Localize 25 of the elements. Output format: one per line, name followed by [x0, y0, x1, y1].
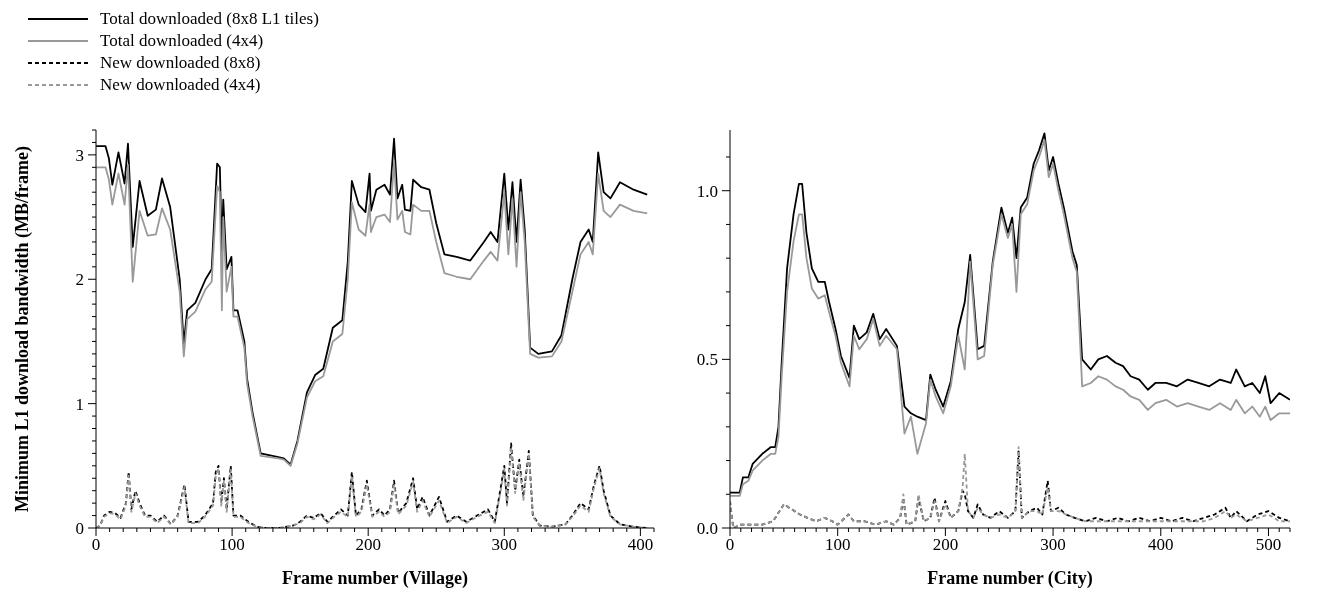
y-tick-label: 1: [75, 394, 84, 414]
x-axis-title: Frame number (Village): [282, 568, 468, 589]
legend-label: New downloaded (4x4): [100, 75, 261, 95]
legend-label: Total downloaded (8x8 L1 tiles): [100, 9, 319, 29]
x-axis-title: Frame number (City): [927, 568, 1093, 589]
x-tick-label: 0: [91, 535, 101, 554]
y-axis-title: Minimum L1 download bandwidth (MB/frame): [12, 145, 34, 513]
legend-label: New downloaded (8x8): [100, 53, 261, 73]
y-tick-label: 3: [75, 145, 84, 165]
y-tick-label: 1.0: [696, 181, 718, 201]
x-tick-label: 0: [725, 535, 735, 554]
x-tick-label: 200: [355, 535, 381, 554]
legend-label: Total downloaded (4x4): [100, 31, 264, 51]
y-tick-label: 0.0: [696, 519, 718, 538]
x-tick-label: 300: [1040, 535, 1066, 554]
y-tick-label: 2: [75, 270, 84, 290]
y-tick-label: 0.5: [696, 350, 718, 370]
x-tick-label: 100: [219, 535, 245, 554]
x-tick-label: 500: [1255, 535, 1282, 554]
x-tick-label: 100: [824, 535, 851, 554]
x-tick-label: 400: [627, 535, 654, 554]
y-tick-label: 0: [75, 519, 84, 538]
x-tick-label: 400: [1148, 535, 1174, 554]
x-tick-label: 200: [932, 535, 959, 554]
x-tick-label: 300: [491, 535, 518, 554]
